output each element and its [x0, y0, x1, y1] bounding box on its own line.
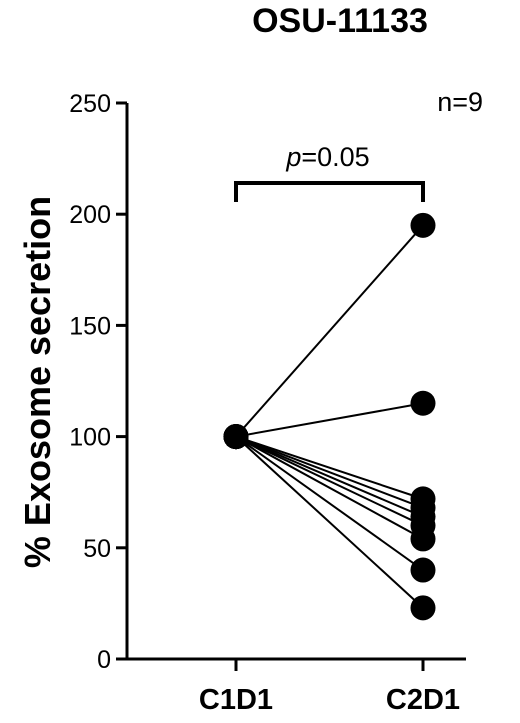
connector-line [235, 435, 424, 571]
connector-line [235, 402, 424, 438]
y-axis-ticks: 0 50 100 150 200 250 [69, 90, 127, 674]
y-tick-label: 0 [97, 646, 111, 674]
n-label: n=9 [437, 87, 483, 117]
x-tick-label: C1D1 [199, 684, 273, 716]
y-axis-label: % Exosome secretion [17, 196, 58, 568]
connector-line [235, 435, 424, 509]
significance-bracket [234, 181, 425, 202]
data-point-c1d1 [223, 424, 249, 450]
connector-line [235, 435, 424, 500]
data-points [223, 212, 436, 621]
p-value-label: p=0.05 [285, 142, 369, 172]
y-tick-label: 100 [69, 424, 111, 452]
connector-line [235, 435, 424, 527]
connector-line [235, 435, 424, 609]
connector-line [235, 435, 424, 518]
data-point-c2d1 [410, 390, 436, 416]
p-value-symbol: p [285, 142, 301, 172]
p-value-number: =0.05 [301, 142, 369, 172]
y-tick-label: 50 [83, 535, 111, 563]
y-tick-label: 200 [69, 201, 111, 229]
x-axis-ticks: C1D1 C2D1 [199, 659, 460, 716]
connector-line [235, 435, 424, 540]
connector-lines [235, 224, 424, 609]
data-point-c2d1 [410, 526, 436, 552]
y-tick-label: 150 [69, 312, 111, 340]
x-tick-label: C2D1 [386, 684, 460, 716]
data-point-c2d1 [410, 212, 436, 238]
data-point-c2d1 [410, 595, 436, 621]
data-point-c2d1 [410, 557, 436, 583]
y-tick-label: 250 [69, 90, 111, 118]
chart-title: OSU-11133 [252, 2, 428, 40]
connector-line [235, 224, 424, 438]
